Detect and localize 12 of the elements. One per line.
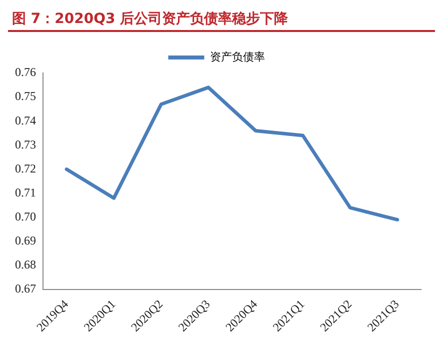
- y-tick-label: 0.75: [15, 89, 36, 104]
- y-tick-label: 0.68: [15, 258, 36, 272]
- y-tick-label: 0.71: [15, 185, 36, 200]
- y-tick-label: 0.73: [15, 137, 36, 152]
- y-tick-label: 0.72: [15, 161, 36, 176]
- y-tick-label: 0.67: [15, 282, 36, 296]
- chart-title: 图 7：2020Q3 后公司资产负债率稳步下降: [11, 10, 290, 29]
- y-tick-label: 0.70: [15, 209, 36, 224]
- y-tick-label: 0.76: [15, 65, 36, 80]
- legend-label: 资产负债率: [210, 50, 265, 64]
- y-tick-label: 0.69: [15, 234, 36, 248]
- y-tick-label: 0.74: [15, 113, 36, 128]
